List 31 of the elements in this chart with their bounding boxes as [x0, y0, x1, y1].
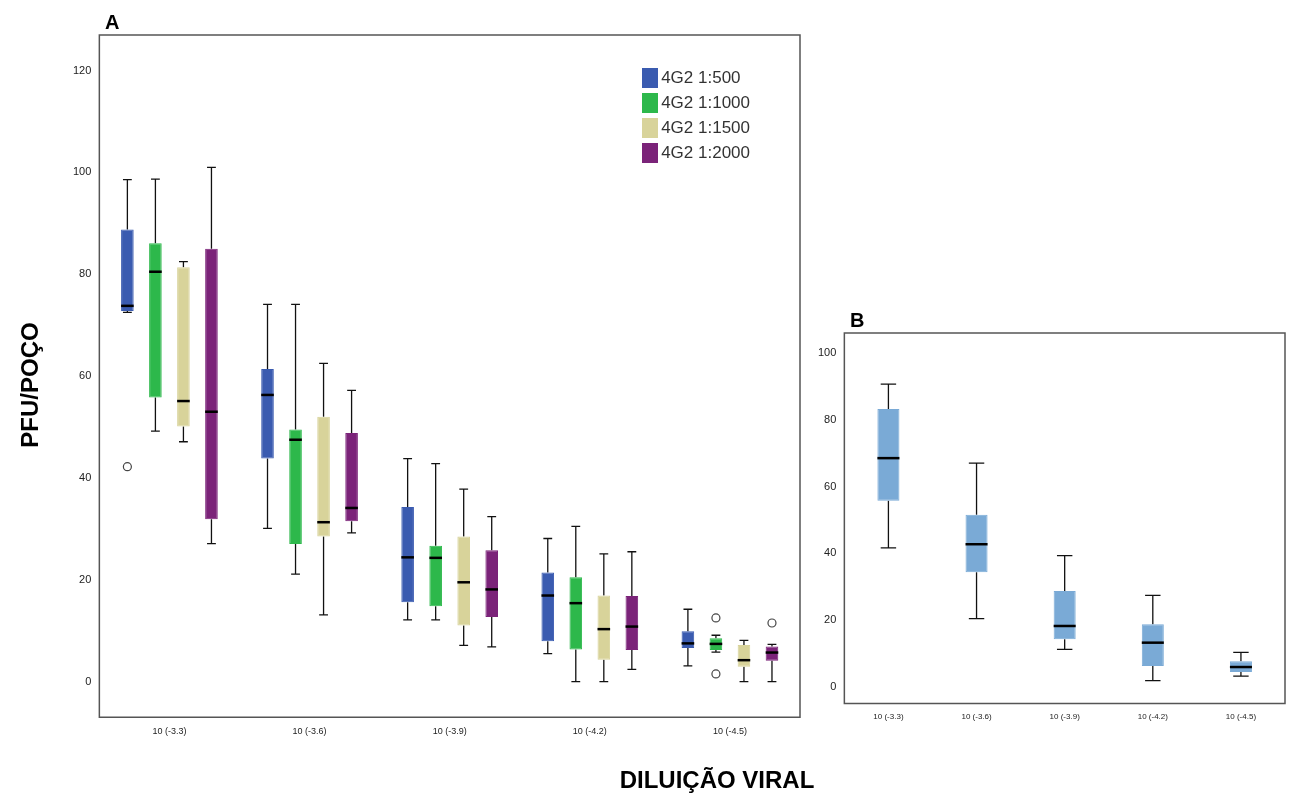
y-tick-label: 0 [85, 674, 92, 687]
legend-label: 4G2 1:500 [661, 67, 741, 88]
y-tick-label: 60 [79, 369, 92, 382]
x-tick-label: 10 (-4.5) [712, 726, 747, 737]
y-tick-label: 100 [72, 165, 92, 178]
x-axis-title: DILUIÇÃO VIRAL [619, 766, 815, 794]
y-tick-label: 100 [817, 346, 837, 359]
y-tick-label: 40 [824, 546, 837, 559]
x-tick-label: 10 (-3.3) [152, 726, 187, 737]
y-tick-label: 20 [824, 613, 837, 626]
chart-title: A [105, 11, 120, 34]
x-tick-label: 10 (-3.3) [873, 712, 904, 722]
legend-label: 4G2 1:1500 [661, 117, 750, 138]
y-tick-label: 80 [79, 267, 92, 280]
y-tick-label: 40 [79, 470, 92, 483]
x-tick-label: 10 (-4.5) [1225, 712, 1257, 722]
y-axis-title: PFU/POÇO [16, 322, 44, 448]
chart-title: B [850, 309, 865, 332]
x-tick-label: 10 (-3.9) [1049, 712, 1081, 722]
y-tick-label: 80 [824, 412, 837, 425]
legend-label: 4G2 1:2000 [661, 142, 750, 163]
y-tick-label: 60 [824, 479, 837, 492]
x-tick-label: 10 (-4.2) [572, 726, 607, 737]
x-tick-label: 10 (-4.2) [1137, 712, 1169, 722]
x-tick-label: 10 (-3.9) [432, 726, 467, 737]
y-tick-label: 120 [72, 63, 92, 76]
legend-label: 4G2 1:1000 [661, 92, 750, 113]
y-tick-label: 0 [830, 679, 837, 692]
x-tick-label: 10 (-3.6) [292, 726, 327, 737]
x-tick-label: 10 (-3.6) [961, 712, 992, 722]
y-tick-label: 20 [79, 572, 92, 585]
